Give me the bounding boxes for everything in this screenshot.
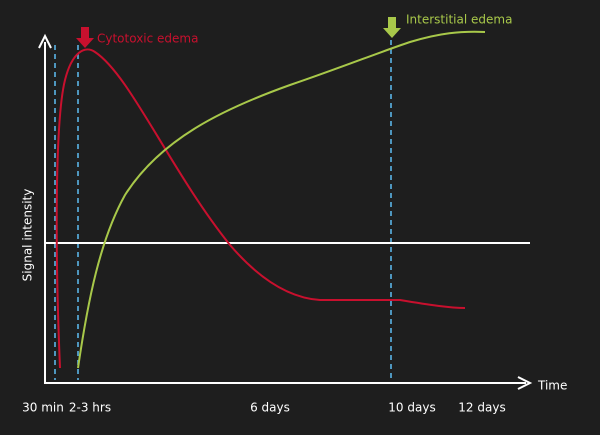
cytotoxic-arrow <box>76 27 94 48</box>
x-arrow <box>517 376 533 390</box>
cytotoxic-curve <box>55 48 466 369</box>
curve-label: Cytotoxic edema <box>97 32 198 46</box>
interstitial-arrow <box>383 17 401 38</box>
y-arrow <box>38 33 52 49</box>
x-label: 12 days <box>458 401 505 415</box>
y-axis-label: Signal intensity <box>21 189 35 282</box>
x-label: 30 min <box>22 401 64 415</box>
curve-label: Interstitial edema <box>406 13 512 27</box>
time-markers <box>54 40 392 380</box>
interstitial-curve <box>77 30 486 369</box>
x-axis-label: Time <box>537 379 567 393</box>
x-label: 6 days <box>250 401 290 415</box>
x-label: 2-3 hrs <box>69 401 111 415</box>
x-label: 10 days <box>388 401 435 415</box>
